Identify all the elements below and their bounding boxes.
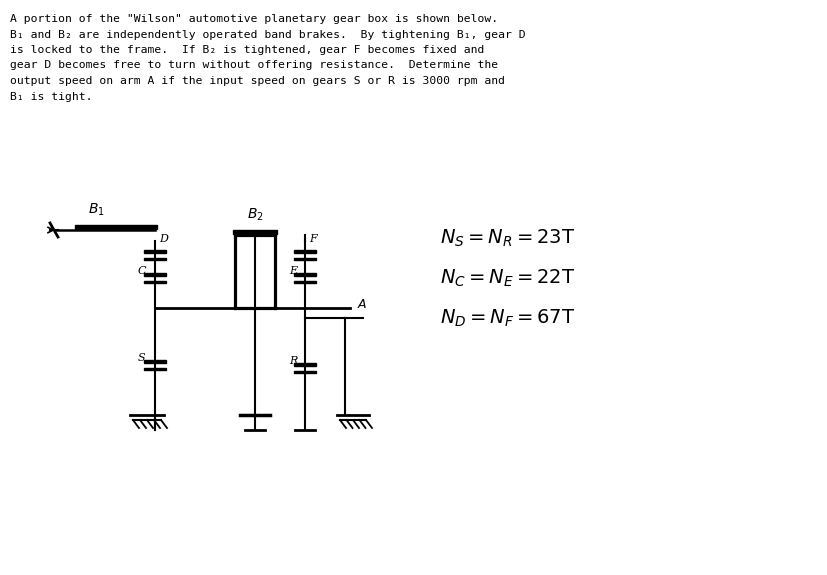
Polygon shape [144,361,165,362]
Text: $A$: $A$ [356,298,367,311]
Polygon shape [294,273,316,275]
Polygon shape [144,281,165,283]
Polygon shape [294,258,316,260]
Text: C: C [138,266,146,276]
Text: $\mathit{N_S}$$\mathit{=N_R}$$\mathit{=}$23T: $\mathit{N_S}$$\mathit{=N_R}$$\mathit{=}… [439,228,575,250]
Text: B₁ and B₂ are independently operated band brakes.  By tightening B₁, gear D: B₁ and B₂ are independently operated ban… [10,29,525,40]
Text: output speed on arm A if the input speed on gears S or R is 3000 rpm and: output speed on arm A if the input speed… [10,76,504,86]
Polygon shape [232,230,277,234]
Polygon shape [294,250,316,252]
Text: R: R [289,356,297,366]
Text: $\mathit{N_C}$$\mathit{=N_E}$$\mathit{=}$22T: $\mathit{N_C}$$\mathit{=N_E}$$\mathit{=}… [439,268,575,289]
Text: is locked to the frame.  If B₂ is tightened, gear F becomes fixed and: is locked to the frame. If B₂ is tighten… [10,45,484,55]
Polygon shape [294,370,316,373]
Text: $B_1$: $B_1$ [88,202,104,218]
Text: S: S [138,353,146,363]
Polygon shape [294,363,316,366]
Text: E: E [289,266,297,276]
Polygon shape [144,250,165,252]
Polygon shape [144,273,165,275]
Polygon shape [75,225,157,229]
Text: F: F [308,234,317,244]
Text: gear D becomes free to turn without offering resistance.  Determine the: gear D becomes free to turn without offe… [10,60,498,71]
Text: A portion of the "Wilson" automotive planetary gear box is shown below.: A portion of the "Wilson" automotive pla… [10,14,498,24]
Text: D: D [159,234,168,244]
Text: $B_2$: $B_2$ [246,207,263,224]
Polygon shape [144,367,165,370]
Polygon shape [294,281,316,283]
Text: $\mathit{N_D}$$\mathit{=N_F}$$\mathit{=}$67T: $\mathit{N_D}$$\mathit{=N_F}$$\mathit{=}… [439,308,575,329]
Text: B₁ is tight.: B₁ is tight. [10,91,93,102]
Polygon shape [144,258,165,260]
